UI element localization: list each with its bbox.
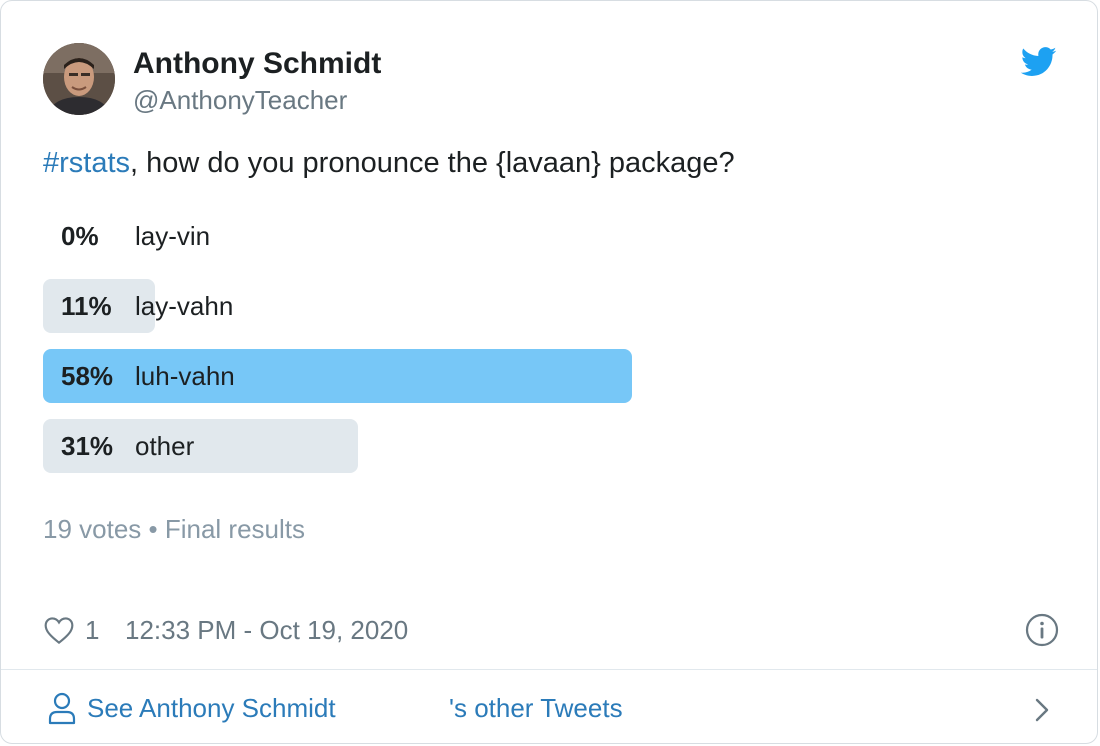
- see-more-label[interactable]: See Anthony Schmidt: [87, 693, 336, 723]
- poll-meta: 19 votes • Final results: [43, 514, 305, 544]
- poll-bar: [43, 279, 155, 333]
- author-handle[interactable]: @AnthonyTeacher: [133, 85, 348, 115]
- person-icon: [47, 691, 77, 725]
- tweet-footer: 1 12:33 PM - Oct 19, 2020: [43, 613, 1059, 649]
- poll-option: 11% lay-vahn: [43, 279, 1053, 333]
- poll-option: 31% other: [43, 419, 1053, 473]
- poll-label: lay-vahn: [135, 291, 234, 321]
- hashtag-link[interactable]: #rstats: [43, 147, 131, 179]
- avatar-image: [43, 43, 115, 115]
- poll: 0% lay-vin 11% lay-vahn 58% luh-vahn 31%…: [43, 209, 1053, 489]
- poll-bar: [43, 419, 358, 473]
- chevron-right-icon[interactable]: [1031, 695, 1053, 725]
- author-name[interactable]: Anthony Schmidt: [133, 47, 382, 80]
- poll-percent: 31%: [61, 431, 114, 461]
- like-count[interactable]: 1: [85, 615, 100, 645]
- see-more-label-suffix[interactable]: 's other Tweets: [449, 693, 623, 723]
- poll-label: other: [135, 431, 195, 461]
- see-other-tweets-link[interactable]: See Anthony Schmidt 's other Tweets: [47, 689, 1057, 729]
- poll-percent: 11%: [61, 291, 112, 321]
- poll-label: luh-vahn: [135, 361, 235, 391]
- info-icon[interactable]: [1025, 613, 1059, 647]
- poll-percent: 0%: [61, 221, 99, 251]
- poll-bar: [43, 349, 633, 403]
- tweet-timestamp[interactable]: 12:33 PM - Oct 19, 2020: [125, 615, 409, 645]
- heart-icon[interactable]: [43, 615, 75, 645]
- twitter-bird-icon[interactable]: [1020, 47, 1057, 77]
- poll-percent: 58%: [61, 361, 114, 391]
- poll-option: 58% luh-vahn: [43, 349, 1053, 403]
- poll-option: 0% lay-vin: [43, 209, 1053, 263]
- avatar[interactable]: [43, 43, 115, 115]
- poll-label: lay-vin: [135, 221, 211, 251]
- divider: [1, 669, 1097, 670]
- tweet-body: , how do you pronounce the {lavaan} pack…: [130, 147, 735, 179]
- tweet-text: #rstats, how do you pronounce the {lavaa…: [43, 147, 735, 180]
